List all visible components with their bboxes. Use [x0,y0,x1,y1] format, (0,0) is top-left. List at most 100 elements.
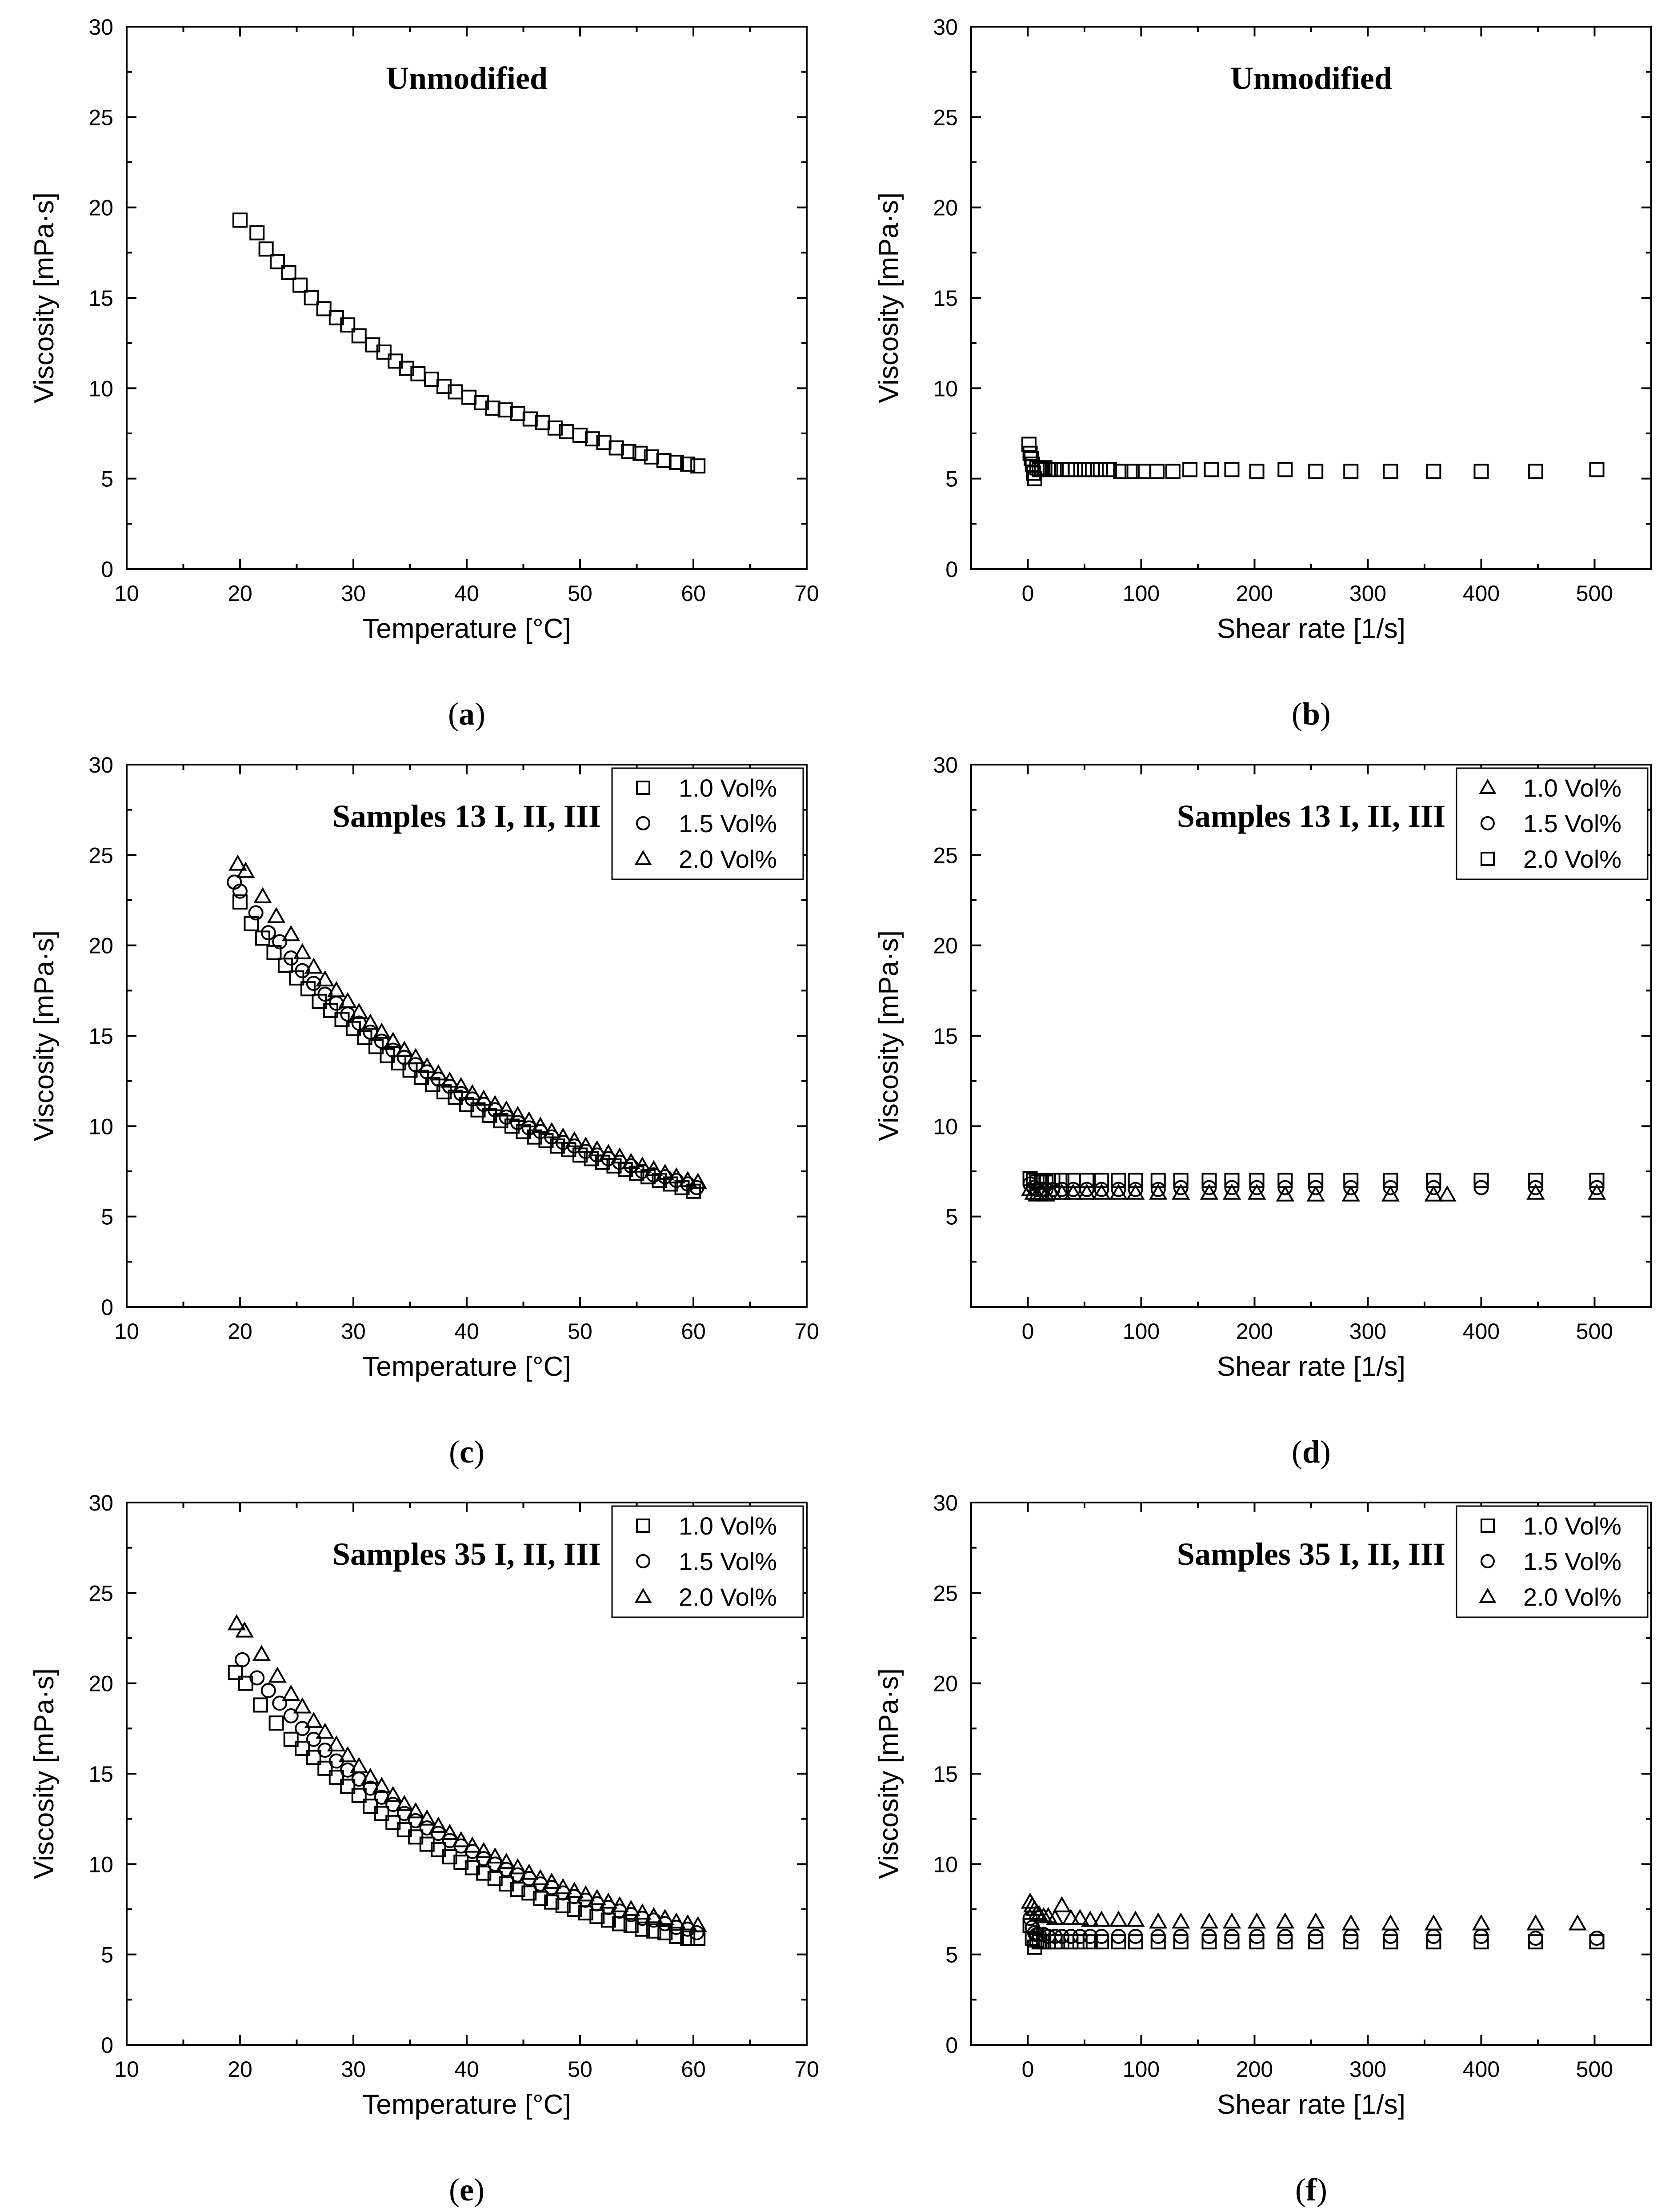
chart-b-x-axis-label: Shear rate [1/s] [1217,613,1405,644]
chart-c-legend-marker [636,816,650,830]
chart-b-x-tick-label: 100 [1123,581,1160,606]
chart-e-data-point [531,1869,550,1885]
chart-e-data-point [476,1865,492,1881]
chart-c-legend-marker [636,781,650,795]
chart-b-x-tick-label: 300 [1349,581,1386,606]
chart-d-series-1 [1021,1180,1606,1202]
chart-f-data-point [1424,1914,1443,1931]
chart-b-data-point [1589,462,1605,477]
chart-f-data-point [1426,1934,1441,1950]
chart-f-data-point [1201,1929,1217,1944]
chart-e-data-point [249,1670,265,1686]
chart-e-data-point [623,1918,639,1933]
chart-c-data-point [408,1057,424,1073]
chart-f-x-tick-label: 100 [1123,2057,1160,2082]
chart-c-data-point [656,1163,674,1180]
chart-e-data-point [228,1665,243,1680]
chart-e-data-point [633,1903,652,1920]
chart-f-data-point [1111,1934,1126,1950]
chart-a-y-tick-label: 10 [88,376,113,401]
chart-c-y-axis-label: Viscosity [mPa·s] [29,930,60,1141]
chart-f-data-point [1343,1934,1359,1950]
chart-d-data-point [1224,1173,1240,1188]
chart-f-data-point [1172,1912,1190,1929]
chart-e-data-point [338,1746,357,1763]
chart-d-legend-box [1456,767,1649,880]
chart-d-data-point [1111,1182,1126,1197]
chart-c-x-axis-label: Temperature [°C] [362,1351,571,1382]
chart-d-x-tick-label: 300 [1349,1319,1386,1344]
chart-e-data-point [453,1855,469,1870]
chart-d-data-point [1150,1173,1166,1188]
chart-a-data-point [281,265,296,281]
chart-b-data-point [1277,462,1293,477]
chart-a-data-point [340,317,356,333]
chart-a-data-point [424,372,439,387]
chart-b-series-1 [1021,437,1605,486]
chart-b-x-tick-label: 0 [1022,581,1034,606]
chart-e-legend-label: 1.5 Vol% [679,1547,777,1575]
chart-f-data-point [1306,1912,1325,1929]
chart-d-data-point [1029,1174,1045,1190]
chart-f-data-point [1277,1934,1293,1950]
chart-b-data-point [1383,464,1398,479]
chart-d-y-tick-label: 15 [933,1024,958,1049]
chart-d-data-point [1077,1183,1096,1200]
chart-c-data-point [384,1031,402,1048]
chart-f-data-point [1222,1912,1241,1929]
chart-e-data-point [384,1786,402,1802]
chart-c-legend-box [611,767,804,880]
chart-d-legend-marker [1481,816,1495,830]
chart-e-data-point [327,1735,346,1751]
chart-c-data-point [463,1084,482,1101]
chart-c-y-tick-label: 20 [88,934,113,958]
chart-d-data-point [1128,1173,1143,1188]
chart-f-data-point [1028,1903,1046,1920]
chart-b-plot-frame [970,26,1652,570]
chart-f-data-point [1092,1911,1111,1927]
chart-c-data-point [610,1147,629,1164]
chart-c-data-point [395,1041,414,1057]
chart-f-data-point [1094,1929,1109,1944]
chart-d-data-point [1109,1183,1128,1200]
chart-b-x-tick-label: 500 [1576,581,1613,606]
chart-c-x-tick-label: 40 [454,1319,479,1344]
chart-f-y-tick-label: 30 [933,1491,958,1515]
chart-f-data-point [1109,1911,1128,1927]
chart-f-title: Samples 35 I, II, III [1177,1536,1445,1572]
chart-b-data-point [1182,462,1198,477]
chart-e-data-point [268,1667,287,1683]
chart-c-data-point [588,1140,606,1157]
chart-f-data-point [1249,1934,1265,1950]
chart-e-data-point [635,1921,650,1937]
chart-e-data-point [350,1757,368,1773]
chart-d-legend-marker [1481,852,1495,866]
chart-e-legend-label: 1.0 Vol% [679,1512,777,1540]
chart-a-data-point [522,411,538,427]
chart-e-x-tick-label: 10 [114,2057,139,2082]
chart-e-data-point [442,1849,457,1865]
chart-e-data-point [295,1721,310,1736]
chart-e-series-3 [227,1614,707,1932]
chart-b-y-axis-label: Viscosity [mPa·s] [873,192,904,403]
chart-f-data-point [1061,1909,1081,1925]
chart-e-x-tick-label: 70 [794,2057,819,2082]
chart-a-data-point [497,402,513,418]
chart-f-data-point [1383,1934,1398,1950]
chart-a-x-tick-label: 20 [228,581,252,606]
chart-d-data-point [1128,1182,1143,1197]
chart-b-data-point [1024,451,1039,466]
chart-e-data-point [252,1645,271,1661]
chart-a-data-point [474,395,489,410]
chart-c-data-point [293,943,312,959]
chart-c-y-tick-label: 10 [88,1114,113,1139]
chart-a-data-point [632,445,648,461]
chart-e-y-tick-label: 15 [88,1762,113,1787]
chart-e-data-point [565,1882,584,1898]
chart-c-data-point [361,1014,380,1030]
chart-c-data-point [452,1077,470,1093]
chart-d-data-point [1277,1173,1293,1188]
chart-b-data-point [1026,465,1041,481]
chart-f-data-point [1589,1931,1605,1946]
